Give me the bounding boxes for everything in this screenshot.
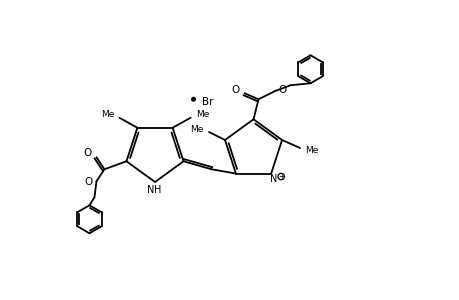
Text: O: O xyxy=(231,85,239,95)
Text: N: N xyxy=(270,173,277,184)
Circle shape xyxy=(191,98,195,101)
Text: Br: Br xyxy=(201,97,213,107)
Text: Me: Me xyxy=(195,110,208,119)
Text: Me: Me xyxy=(101,110,114,119)
Text: H: H xyxy=(154,185,161,195)
Text: N: N xyxy=(147,185,154,195)
Text: O: O xyxy=(83,148,91,158)
Text: O: O xyxy=(278,85,286,95)
Text: O: O xyxy=(84,177,92,187)
Text: +: + xyxy=(277,172,284,181)
Text: Me: Me xyxy=(190,124,203,134)
Text: Me: Me xyxy=(304,146,318,154)
